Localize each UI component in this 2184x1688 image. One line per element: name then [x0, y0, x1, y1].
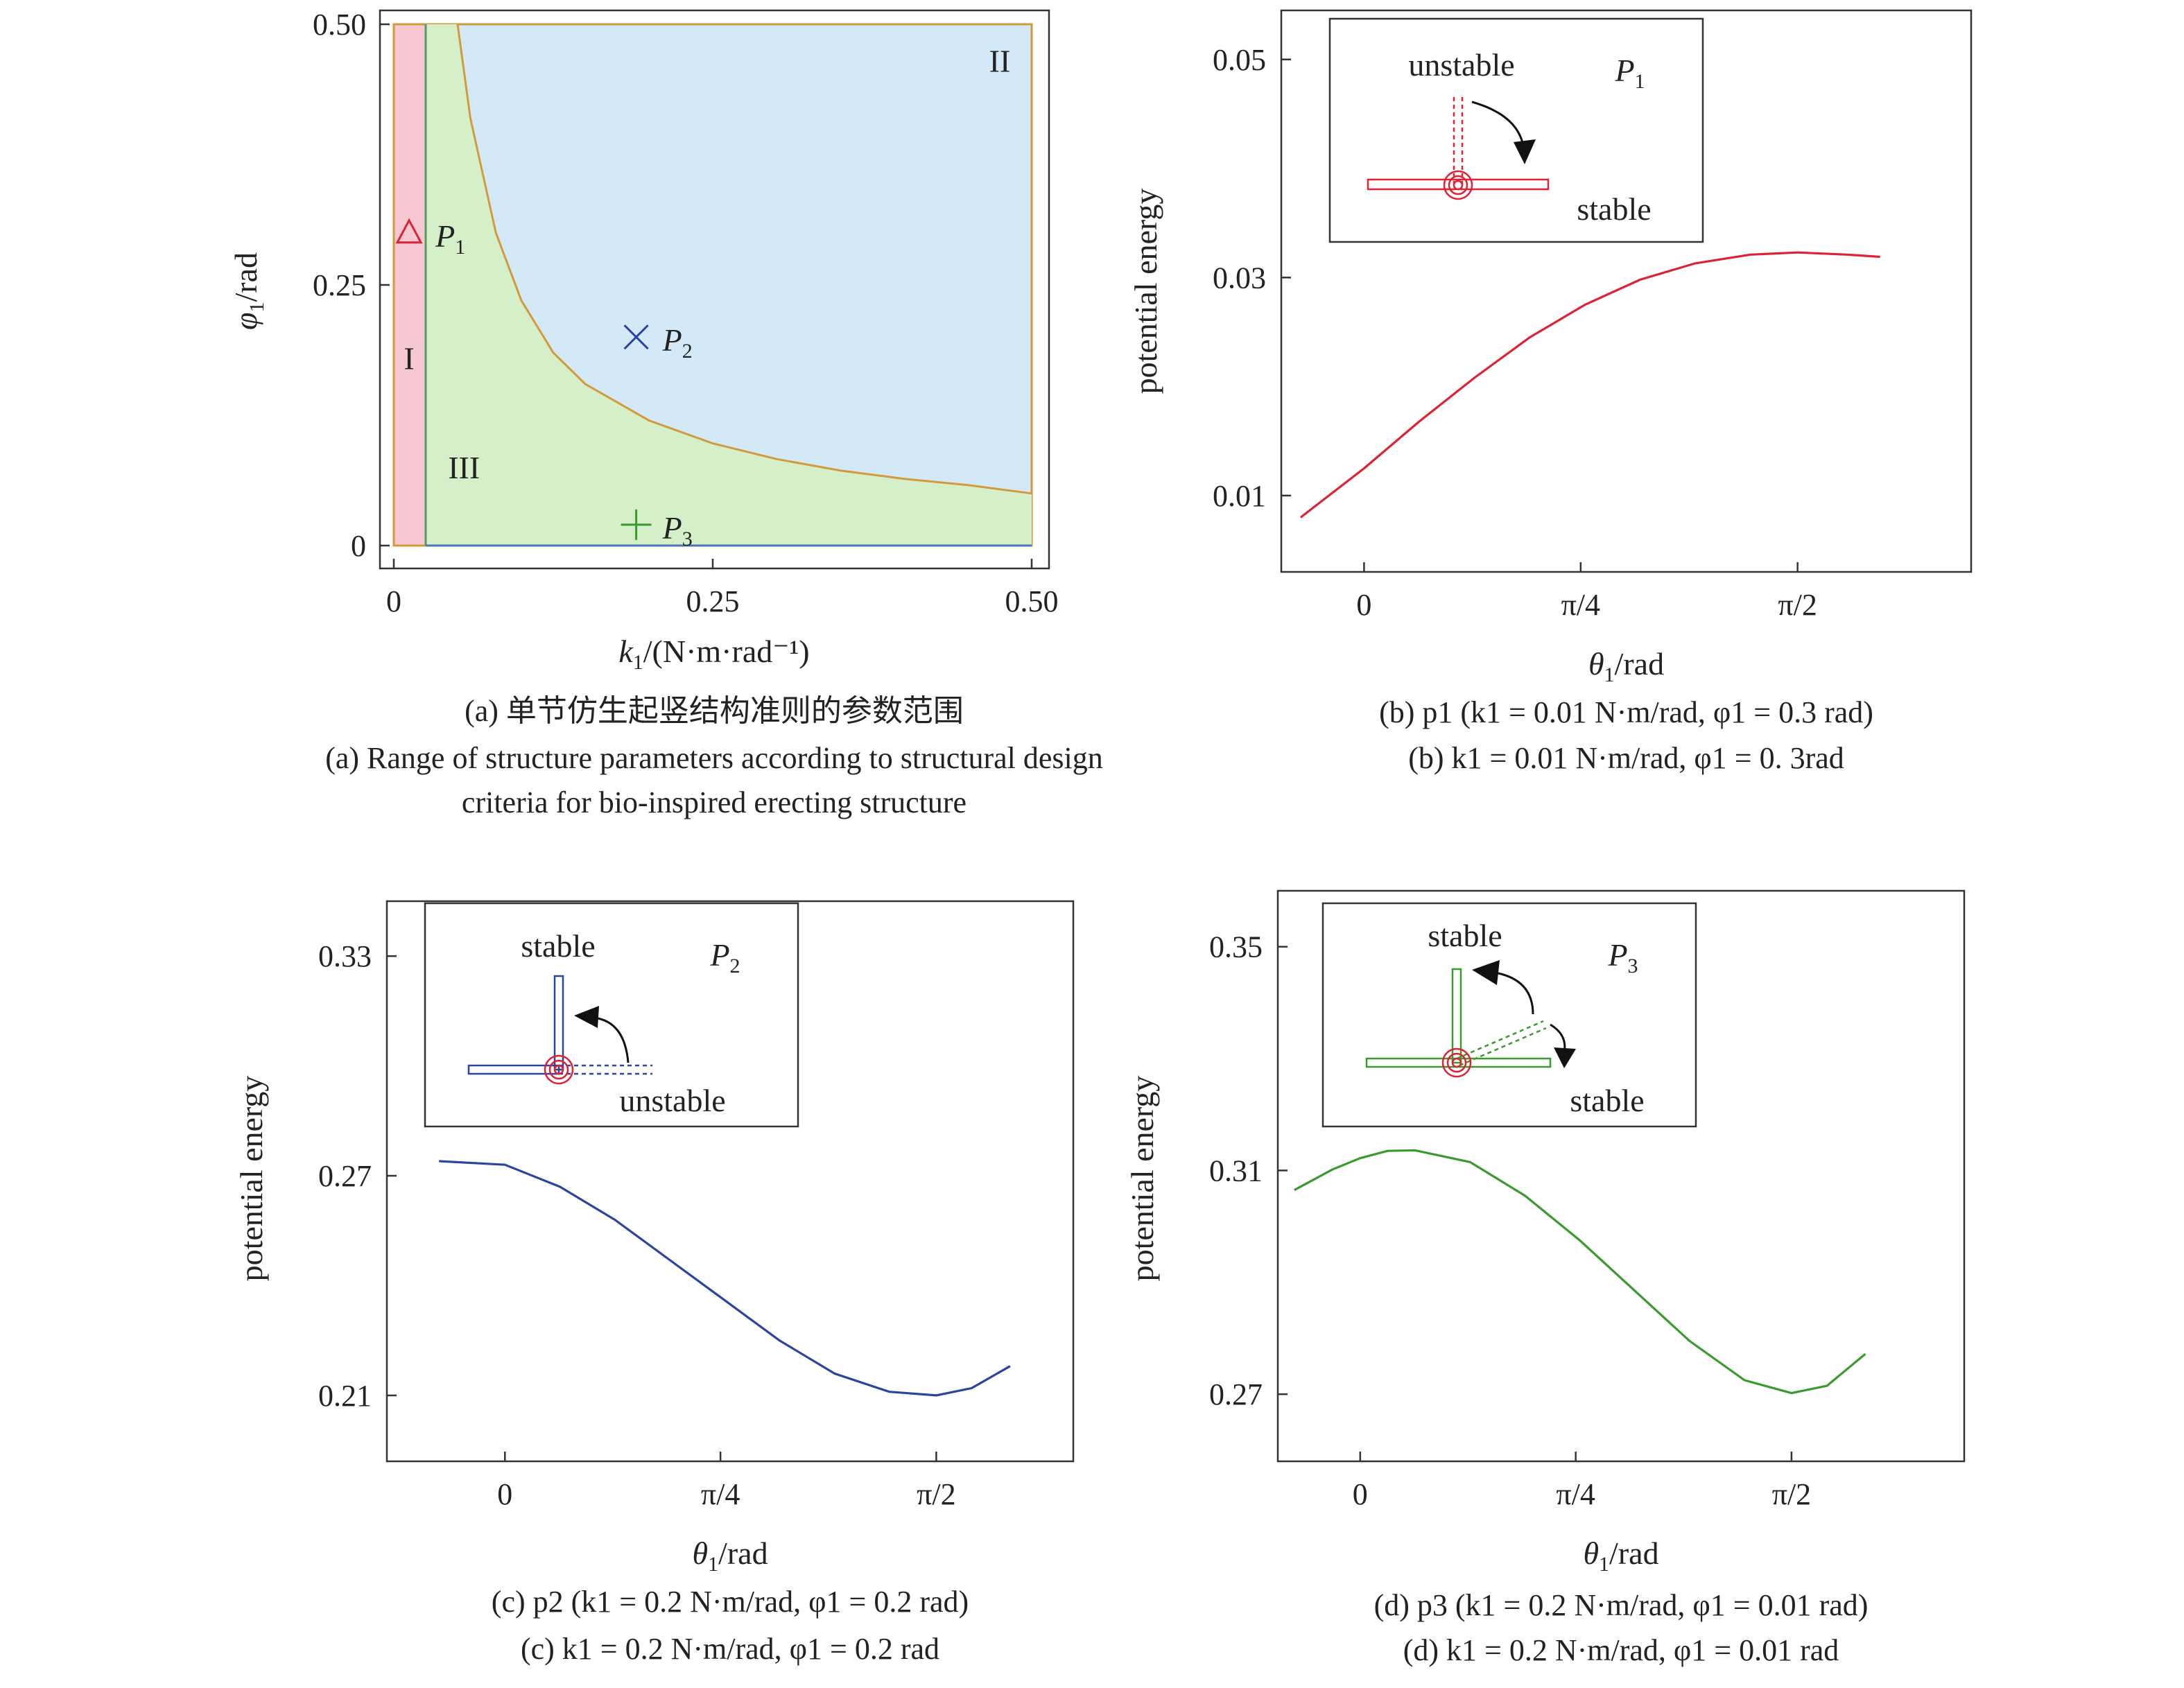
caption-a-cn: (a) 单节仿生起竖结构准则的参数范围: [465, 694, 964, 728]
region-label-II: II: [989, 44, 1011, 79]
region-label-I: I: [404, 340, 414, 376]
stable-link-up: [1451, 968, 1462, 1064]
spring-icon-core: [553, 1064, 564, 1075]
x-tick-label: π/4: [701, 1477, 740, 1511]
x-tick-label: 0: [1356, 588, 1371, 622]
region-III-area: [426, 24, 1032, 546]
x-tick-label: π/2: [917, 1477, 955, 1511]
marker-triangle: [395, 218, 423, 244]
arrow-head: [574, 1006, 599, 1028]
y-axis-label: φ1/rad: [228, 252, 268, 330]
inset-top-text: stable: [1428, 918, 1502, 953]
y-tick-label: 0.25: [313, 268, 366, 302]
energy-curve: [439, 1160, 1011, 1397]
caption-a-en-1: (a) Range of structure parameters accord…: [325, 741, 1103, 775]
x-axis-label: θ1/rad: [1583, 1535, 1658, 1576]
inset-point-label: P2: [709, 937, 740, 977]
inset-top-text: stable: [521, 928, 595, 964]
caption-line-2: (d) k1 = 0.2 N·m/rad, φ1 = 0.01 rad: [1403, 1633, 1839, 1667]
inset-top-text: unstable: [1408, 47, 1514, 82]
stable-link: [553, 975, 564, 1071]
y-tick-label: 0.33: [318, 939, 372, 973]
point-label: P1: [435, 218, 465, 259]
plot-frame-a: [379, 9, 1050, 570]
x-tick-label: 0: [1353, 1477, 1368, 1511]
y-axis-label: potential energy: [234, 1076, 269, 1282]
unstable-link: [559, 1064, 652, 1075]
plot-frame: [1280, 9, 1973, 573]
x-tick-label: π/4: [1556, 1477, 1595, 1511]
spring-icon-inner: [548, 1059, 569, 1080]
energy-curve: [1299, 251, 1880, 519]
region-label-III: III: [448, 450, 480, 485]
y-tick-label: 0.01: [1213, 479, 1266, 513]
inset-point-label: P3: [1607, 937, 1638, 977]
inset-point-label: P1: [1614, 53, 1645, 93]
y-tick-label: 0.21: [318, 1379, 372, 1413]
spring-icon-core: [1453, 180, 1464, 191]
x-tick-label: 0: [386, 584, 401, 618]
arrow-head: [1514, 139, 1536, 164]
spring-icon-core: [1451, 1057, 1462, 1068]
unstable-link: [1456, 1020, 1547, 1067]
y-tick-label: 0.05: [1213, 43, 1266, 77]
inset-bottom-text: stable: [1577, 191, 1651, 227]
marker-plus: [621, 509, 652, 540]
caption-line-1: (b) p1 (k1 = 0.01 N·m/rad, φ1 = 0.3 rad): [1379, 695, 1873, 729]
energy-curve: [1294, 1149, 1866, 1395]
x-tick-label: π/4: [1561, 588, 1600, 622]
y-tick-label: 0.50: [313, 8, 366, 42]
y-tick-label: 0.27: [1209, 1377, 1263, 1411]
rotation-arrow: [593, 1016, 630, 1063]
y-axis-label: potential energy: [1125, 1076, 1160, 1282]
arrow-head-down: [1554, 1047, 1576, 1068]
caption-line-1: (c) p2 (k1 = 0.2 N·m/rad, φ1 = 0.2 rad): [492, 1585, 969, 1619]
x-tick-label: 0.50: [1005, 584, 1059, 618]
panel-d: 0 π/4 π/2 0.27 0.31 0.35 P3 stable stable θ1/rad p…: [1125, 889, 1966, 1667]
y-tick-label: 0.27: [318, 1159, 372, 1193]
spring-icon: [544, 1054, 574, 1085]
x-axis-label: θ1/rad: [1588, 646, 1664, 686]
rotation-arrow-up: [1494, 971, 1534, 1015]
x-tick-label: 0: [497, 1477, 512, 1511]
inset-bottom-text: stable: [1570, 1083, 1644, 1118]
point-label: P3: [662, 510, 693, 550]
caption-line-2: (c) k1 = 0.2 N·m/rad, φ1 = 0.2 rad: [521, 1632, 939, 1666]
panel-a: 0 0.25 0.5000.250.50k1/(N·m·rad⁻¹)φ1/radII…: [228, 8, 1103, 819]
y-tick-label: 0: [351, 529, 366, 563]
spring-icon-inner: [1448, 175, 1468, 195]
plot-frame: [1276, 889, 1966, 1463]
x-axis-label: θ1/rad: [692, 1535, 768, 1576]
inset-bottom-text: unstable: [619, 1083, 725, 1118]
y-tick-label: 0.03: [1213, 261, 1266, 295]
caption-a-en-2: criteria for bio-inspired erecting struc…: [462, 785, 967, 819]
spring-icon: [1443, 170, 1473, 200]
arrow-head-up: [1472, 960, 1500, 985]
inset-frame: [1321, 902, 1697, 1128]
x-tick-label: π/2: [1772, 1477, 1811, 1511]
boundary-curve: [456, 24, 1032, 495]
point-label: P2: [662, 322, 693, 363]
panel-c: 0 π/4 π/2 0.21 0.27 0.33 P2 stable unstable θ1/ra…: [234, 900, 1075, 1666]
y-tick-label: 0.31: [1209, 1154, 1263, 1187]
x-tick-label: 0.25: [686, 584, 740, 618]
spring-icon: [1441, 1047, 1472, 1078]
spring-icon-inner: [1446, 1052, 1467, 1073]
x-tick-label: π/2: [1778, 588, 1817, 622]
region-I-area: [392, 23, 427, 547]
caption-line-2: (b) k1 = 0.01 N·m/rad, φ1 = 0. 3rad: [1408, 741, 1844, 775]
y-tick-label: 0.35: [1209, 930, 1263, 964]
x-axis-label: k1/(N·m·rad⁻¹): [618, 634, 809, 674]
marker-x: [623, 324, 649, 350]
caption-line-1: (d) p3 (k1 = 0.2 N·m/rad, φ1 = 0.01 rad): [1374, 1588, 1869, 1622]
y-axis-label: potential energy: [1128, 189, 1163, 394]
panel-b: 0 π/4 π/2 0.01 0.03 0.05 P1 unstable stable θ1/ra…: [1128, 9, 1973, 775]
inset-frame: [424, 902, 799, 1128]
plot-frame: [385, 900, 1075, 1463]
